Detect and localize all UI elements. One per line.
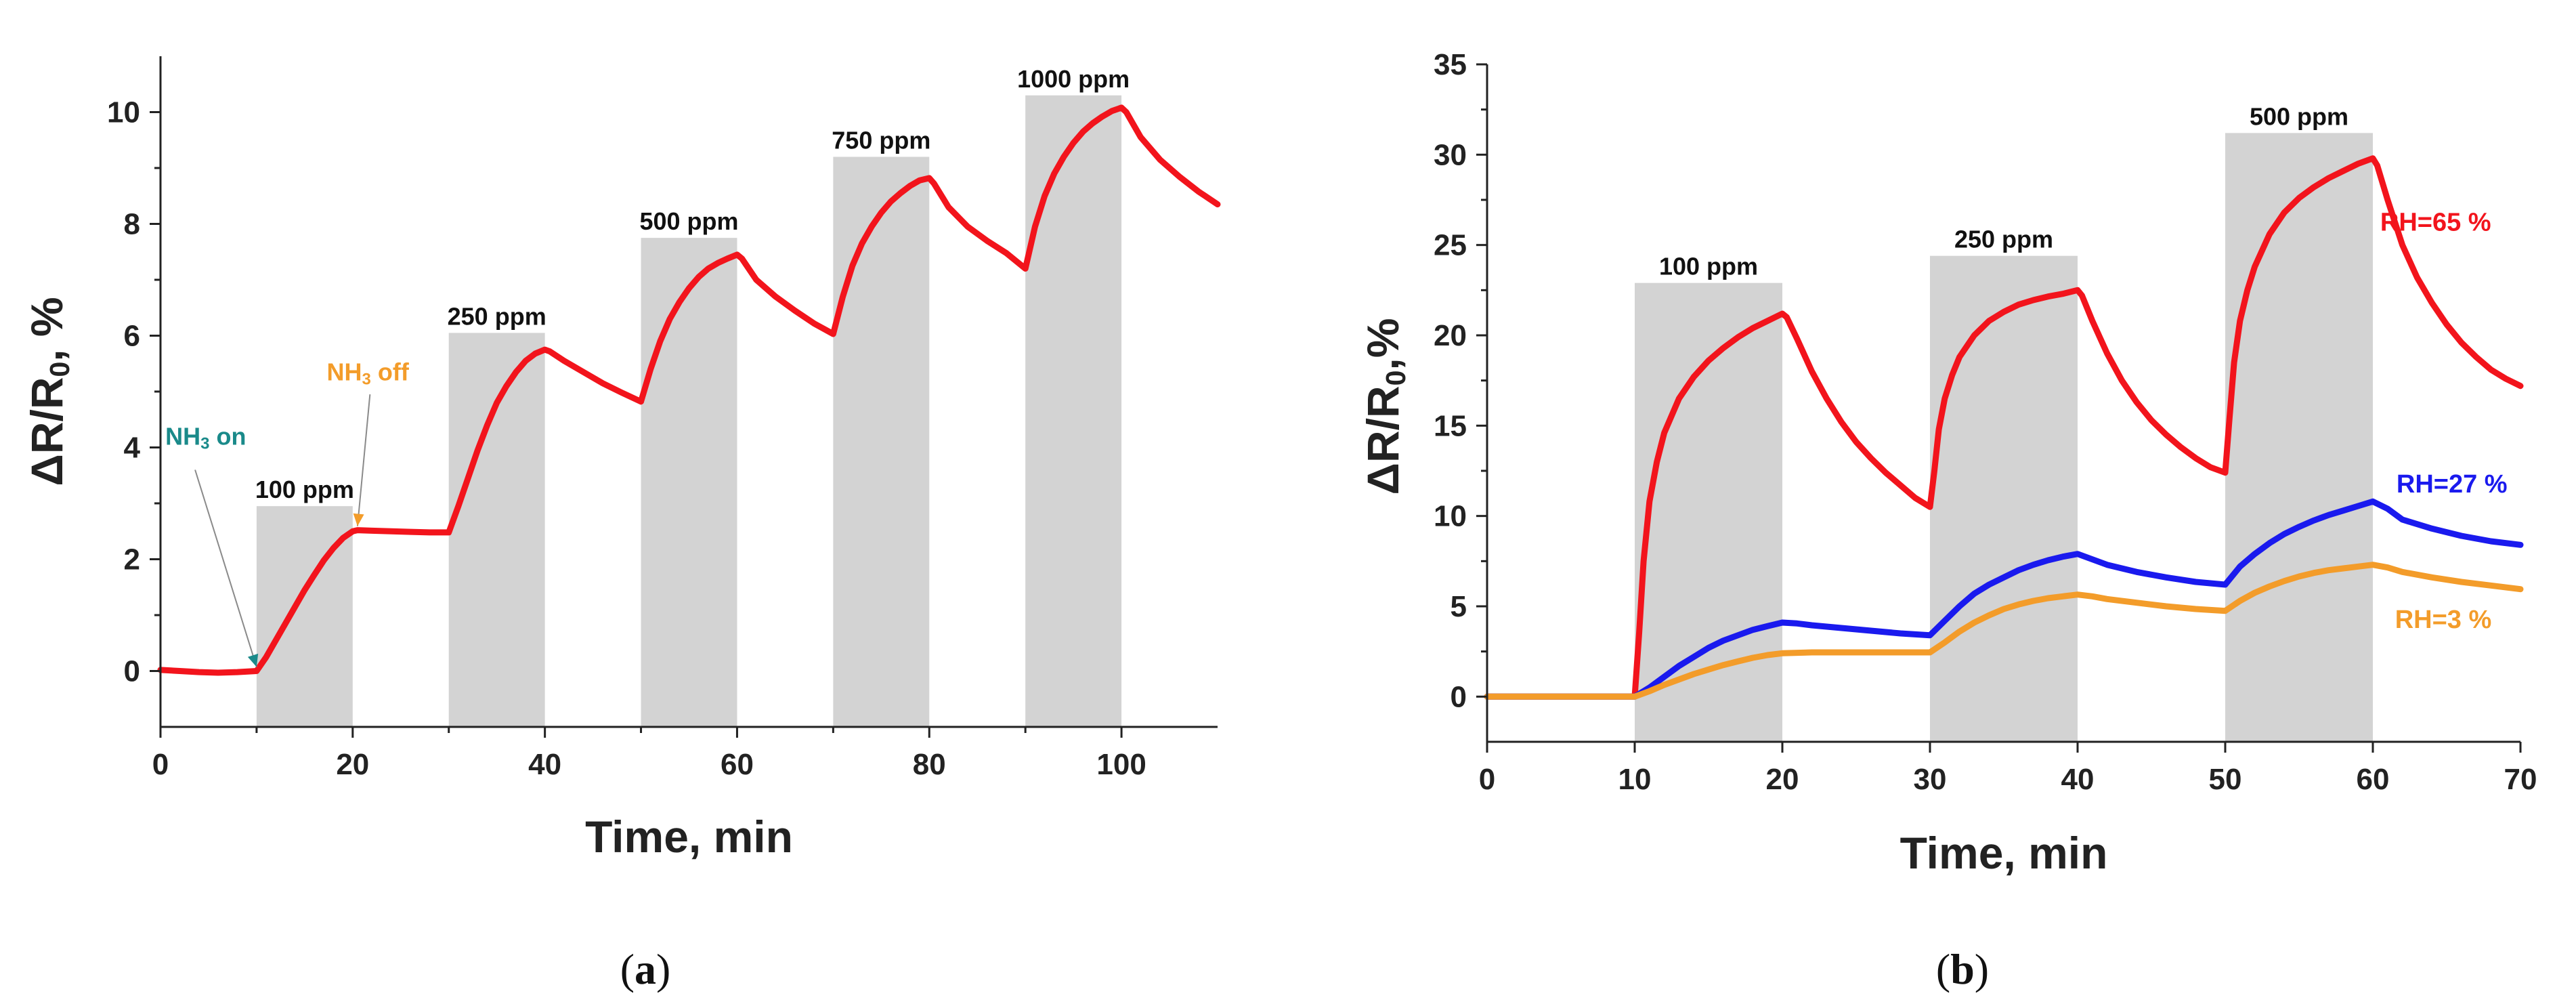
y-tick-label-3: 6: [124, 320, 140, 353]
x-tick-label-1: 10: [1618, 763, 1652, 796]
x-tick-label-5: 50: [2209, 763, 2242, 796]
x-tick-label-5: 100: [1096, 748, 1146, 781]
y-tick-label-3: 15: [1434, 409, 1467, 442]
gas-band-3: [833, 156, 930, 726]
annotation-arrowhead-nh3_off: [353, 513, 364, 526]
annotation-arrow-nh3_on: [194, 469, 257, 667]
panel-caption: (b): [1936, 945, 1989, 993]
series-line-2: [1484, 562, 2524, 700]
x-tick-label-0: 0: [152, 748, 169, 781]
gas-band-1: [448, 333, 545, 726]
gas-band-2: [2225, 133, 2373, 742]
series-line-0: [157, 104, 1221, 676]
x-tick-label-2: 40: [528, 748, 561, 781]
band-label-1: 250 ppm: [1954, 226, 2053, 253]
gas-band-1: [1930, 255, 2078, 742]
x-tick-label-0: 0: [1479, 763, 1495, 796]
y-tick-label-7: 35: [1434, 48, 1467, 81]
y-tick-label-2: 10: [1434, 500, 1467, 533]
annotation-arrow-nh3_off: [356, 394, 371, 526]
panel-caption: (a): [620, 945, 671, 993]
band-label-4: 1000 ppm: [1017, 65, 1130, 93]
y-tick-label-0: 0: [124, 655, 140, 688]
y-axis-title: ΔR/R0,%: [1358, 318, 1411, 495]
y-tick-label-4: 8: [124, 208, 140, 241]
x-tick-label-2: 20: [1766, 763, 1799, 796]
annotation-nh3_on: NH3 on: [165, 422, 246, 453]
y-tick-label-5: 25: [1434, 229, 1467, 262]
annotation-arrowhead-nh3_on: [247, 653, 259, 667]
y-tick-label-6: 30: [1434, 138, 1467, 171]
band-label-2: 500 ppm: [639, 207, 738, 235]
x-tick-label-7: 70: [2504, 763, 2537, 796]
x-tick-label-1: 20: [336, 748, 369, 781]
annotation-nh3_off: NH3 off: [327, 358, 410, 389]
band-label-0: 100 ppm: [1659, 253, 1758, 280]
x-tick-label-6: 60: [2357, 763, 2390, 796]
band-label-2: 500 ppm: [2250, 102, 2348, 130]
series-label-1: RH=27 %: [2397, 470, 2508, 499]
y-tick-label-5: 10: [107, 96, 140, 129]
series-line-1: [1484, 498, 2524, 700]
x-tick-label-3: 30: [1914, 763, 1947, 796]
x-tick-label-4: 80: [913, 748, 946, 781]
series-line-0: [1484, 155, 2524, 700]
x-tick-label-4: 40: [2061, 763, 2095, 796]
band-label-0: 100 ppm: [255, 476, 354, 503]
y-tick-label-1: 2: [124, 543, 140, 577]
x-tick-label-3: 60: [721, 748, 754, 781]
y-axis-title: ΔR/R0, %: [22, 297, 75, 486]
y-tick-label-1: 5: [1451, 590, 1467, 623]
gas-band-4: [1025, 95, 1122, 726]
y-tick-label-2: 4: [124, 432, 141, 465]
x-axis-title: Time, min: [1900, 828, 2108, 878]
gas-band-2: [641, 238, 737, 726]
series-label-0: RH=65 %: [2380, 208, 2491, 236]
band-label-3: 750 ppm: [832, 127, 930, 154]
y-tick-label-4: 20: [1434, 319, 1467, 352]
band-label-1: 250 ppm: [448, 302, 546, 330]
y-tick-label-0: 0: [1451, 680, 1467, 713]
panel-b-chart: 100 ppm 250 ppm 500 ppm 0 10 20 30 40 50 60 70 0 5 10…: [1358, 48, 2537, 993]
series-label-2: RH=3 %: [2395, 606, 2492, 634]
x-axis-title: Time, min: [585, 812, 793, 862]
